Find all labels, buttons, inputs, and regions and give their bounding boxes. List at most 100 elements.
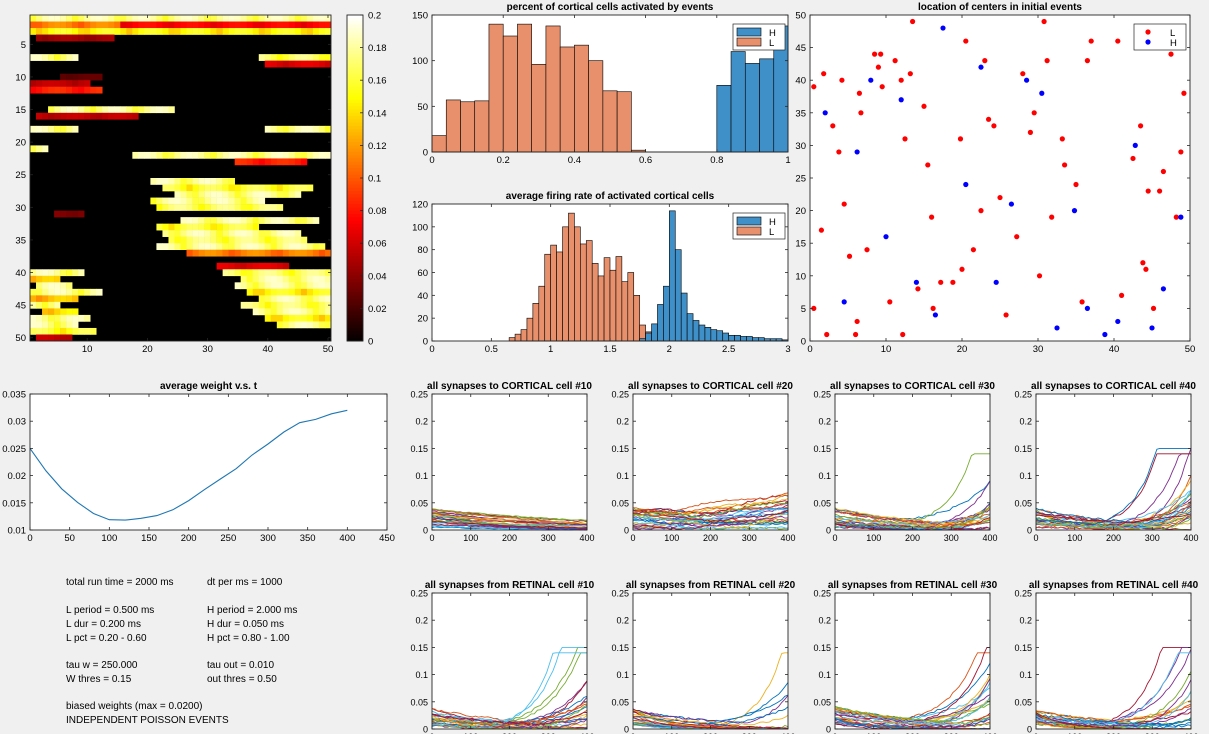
colorbar-segment bbox=[347, 191, 363, 195]
heatmap-cell bbox=[276, 321, 284, 329]
y-tick-label: 0.1 bbox=[415, 670, 428, 680]
point-H bbox=[1084, 305, 1090, 311]
heatmap-cell bbox=[198, 28, 205, 35]
heatmap-cell bbox=[288, 54, 296, 61]
colorbar-segment bbox=[347, 243, 363, 247]
heatmap-cell bbox=[216, 236, 223, 244]
point-L bbox=[978, 208, 984, 214]
point-L bbox=[1143, 266, 1149, 272]
heatmap-cell bbox=[198, 230, 205, 237]
heatmap-cell bbox=[162, 230, 169, 237]
y-tick-label: 35 bbox=[15, 235, 26, 246]
axes: 0 100 200 300 400 0 0.05 0.1 0.15 0.2 0.25 bbox=[410, 589, 594, 734]
heatmap-cell bbox=[252, 151, 260, 159]
heatmap-cell bbox=[60, 28, 67, 35]
bar-H bbox=[746, 336, 753, 342]
point-L bbox=[1059, 136, 1065, 142]
y-tick-label: 0 bbox=[826, 526, 831, 536]
heatmap-cell bbox=[306, 282, 314, 290]
heatmap-cell bbox=[246, 249, 254, 257]
colorbar-segment bbox=[347, 70, 363, 75]
colorbar-segment bbox=[347, 76, 363, 81]
chart-title: location of centers in initial events bbox=[918, 2, 1082, 13]
colorbar-segment bbox=[347, 311, 363, 316]
heatmap-cell bbox=[42, 28, 49, 35]
legend-swatch bbox=[736, 27, 762, 37]
heatmap-cell bbox=[186, 184, 193, 192]
heatmap-cell bbox=[72, 308, 79, 316]
heatmap-cell bbox=[216, 204, 223, 211]
heatmap-cell bbox=[198, 15, 205, 22]
heatmap-cell bbox=[252, 243, 260, 251]
synapse-line bbox=[431, 522, 588, 527]
heatmap-cell bbox=[324, 60, 332, 68]
heatmap-cell bbox=[276, 191, 284, 198]
heatmap-cell bbox=[240, 249, 248, 257]
x-tick-label: 100 bbox=[1067, 732, 1082, 734]
heatmap-cell bbox=[258, 269, 266, 277]
heatmap-cell bbox=[240, 269, 248, 277]
heatmap-cell bbox=[252, 301, 260, 309]
y-tick-label: 0.25 bbox=[1014, 589, 1032, 599]
heatmap-cell bbox=[282, 54, 290, 61]
heatmap-cell bbox=[324, 308, 332, 316]
heatmap-cell bbox=[258, 282, 266, 290]
heatmap-cell bbox=[156, 15, 163, 22]
point-H bbox=[883, 234, 889, 240]
point-H bbox=[1054, 325, 1060, 331]
heatmap-cell bbox=[54, 301, 61, 309]
heatmap-cell bbox=[306, 15, 314, 22]
heatmap-cell bbox=[294, 230, 302, 237]
heatmap-cell bbox=[78, 112, 85, 120]
heatmap-cell bbox=[78, 106, 85, 114]
heatmap-cell bbox=[276, 54, 284, 61]
heatmap-cell bbox=[42, 295, 49, 303]
heatmap-cell bbox=[288, 230, 296, 237]
y-tick-label: 40 bbox=[417, 291, 428, 302]
heatmap-cell bbox=[270, 230, 278, 237]
x-tick-label: 20 bbox=[142, 344, 153, 355]
heatmap-cell bbox=[66, 15, 73, 22]
x-tick-label: 300 bbox=[944, 533, 959, 543]
heatmap-cell bbox=[204, 15, 211, 22]
heatmap-cell bbox=[294, 321, 302, 329]
heatmap-cell bbox=[318, 275, 326, 283]
y-tick-label: 0.05 bbox=[410, 697, 428, 707]
heatmap-cell bbox=[36, 314, 43, 322]
heatmap-cell bbox=[312, 15, 320, 22]
heatmap-cell bbox=[84, 288, 91, 296]
heatmap-cell bbox=[264, 230, 272, 237]
y-tick-label: 0 bbox=[624, 526, 629, 536]
heatmap-cell bbox=[192, 184, 199, 192]
heatmap-cell bbox=[72, 15, 79, 22]
y-tick-label: 25 bbox=[795, 174, 806, 185]
x-tick-label: 10 bbox=[82, 344, 93, 355]
plot-area bbox=[810, 15, 1190, 341]
heatmap-cell bbox=[156, 28, 163, 35]
heatmap-cell bbox=[72, 295, 79, 303]
heatmap-cell bbox=[270, 308, 278, 316]
heatmap-cell bbox=[180, 204, 187, 211]
synapse-line bbox=[431, 646, 587, 724]
synapse-line bbox=[431, 521, 588, 529]
chart-title: average firing rate of activated cortica… bbox=[506, 191, 715, 202]
heatmap-cell bbox=[294, 15, 302, 22]
heatmap-cell bbox=[72, 106, 79, 114]
point-L bbox=[878, 51, 884, 57]
heatmap-cell bbox=[264, 314, 272, 322]
heatmap-cell bbox=[180, 15, 187, 22]
point-L bbox=[1130, 155, 1136, 162]
heatmap-cell bbox=[246, 158, 254, 166]
y-tick-label: 0.15 bbox=[1014, 444, 1032, 454]
heatmap-cell bbox=[54, 321, 61, 329]
heatmap-cell bbox=[78, 288, 85, 296]
colorbar-segment bbox=[347, 301, 363, 306]
heatmap-cell bbox=[252, 262, 260, 270]
legend-swatch bbox=[736, 216, 762, 226]
heatmap-cell bbox=[108, 34, 115, 42]
y-tick-label: 0.25 bbox=[410, 390, 428, 400]
heatmap-cell bbox=[216, 28, 223, 35]
bar-H bbox=[686, 313, 694, 342]
y-tick-label: 0.25 bbox=[813, 589, 831, 599]
heatmap-cell bbox=[54, 269, 61, 277]
